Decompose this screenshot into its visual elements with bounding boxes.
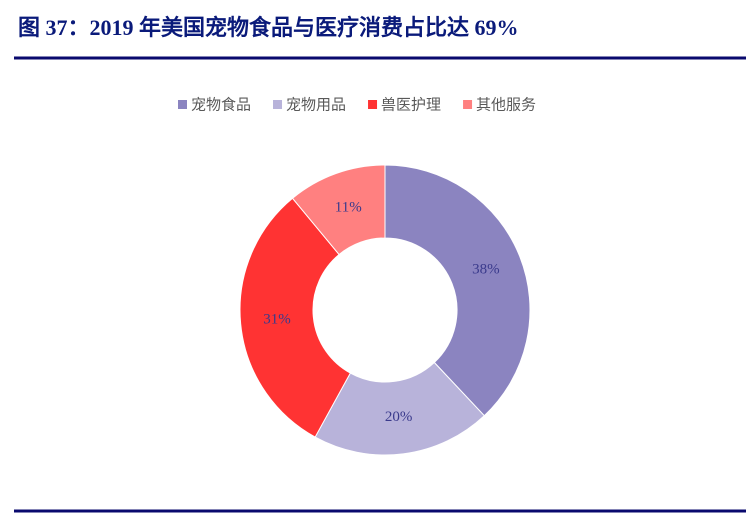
donut-slice xyxy=(291,164,386,256)
legend-label: 其他服务 xyxy=(476,96,536,114)
data-label: 31% xyxy=(263,312,291,328)
donut-slice xyxy=(384,164,531,417)
donut-slice xyxy=(314,361,485,456)
legend-label: 宠物用品 xyxy=(286,96,346,114)
legend-swatch xyxy=(178,100,187,109)
chart-title: 图 37：2019 年美国宠物食品与医疗消费占比达 69% xyxy=(18,15,519,40)
legend-label: 宠物食品 xyxy=(191,96,251,114)
data-label: 38% xyxy=(472,261,500,277)
legend-label: 兽医护理 xyxy=(381,96,441,114)
legend-swatch xyxy=(463,100,473,109)
donut-slice xyxy=(239,197,351,438)
data-label: 11% xyxy=(335,199,362,215)
data-label: 20% xyxy=(385,409,413,425)
legend-swatch xyxy=(273,100,283,109)
legend-swatch xyxy=(368,100,378,109)
